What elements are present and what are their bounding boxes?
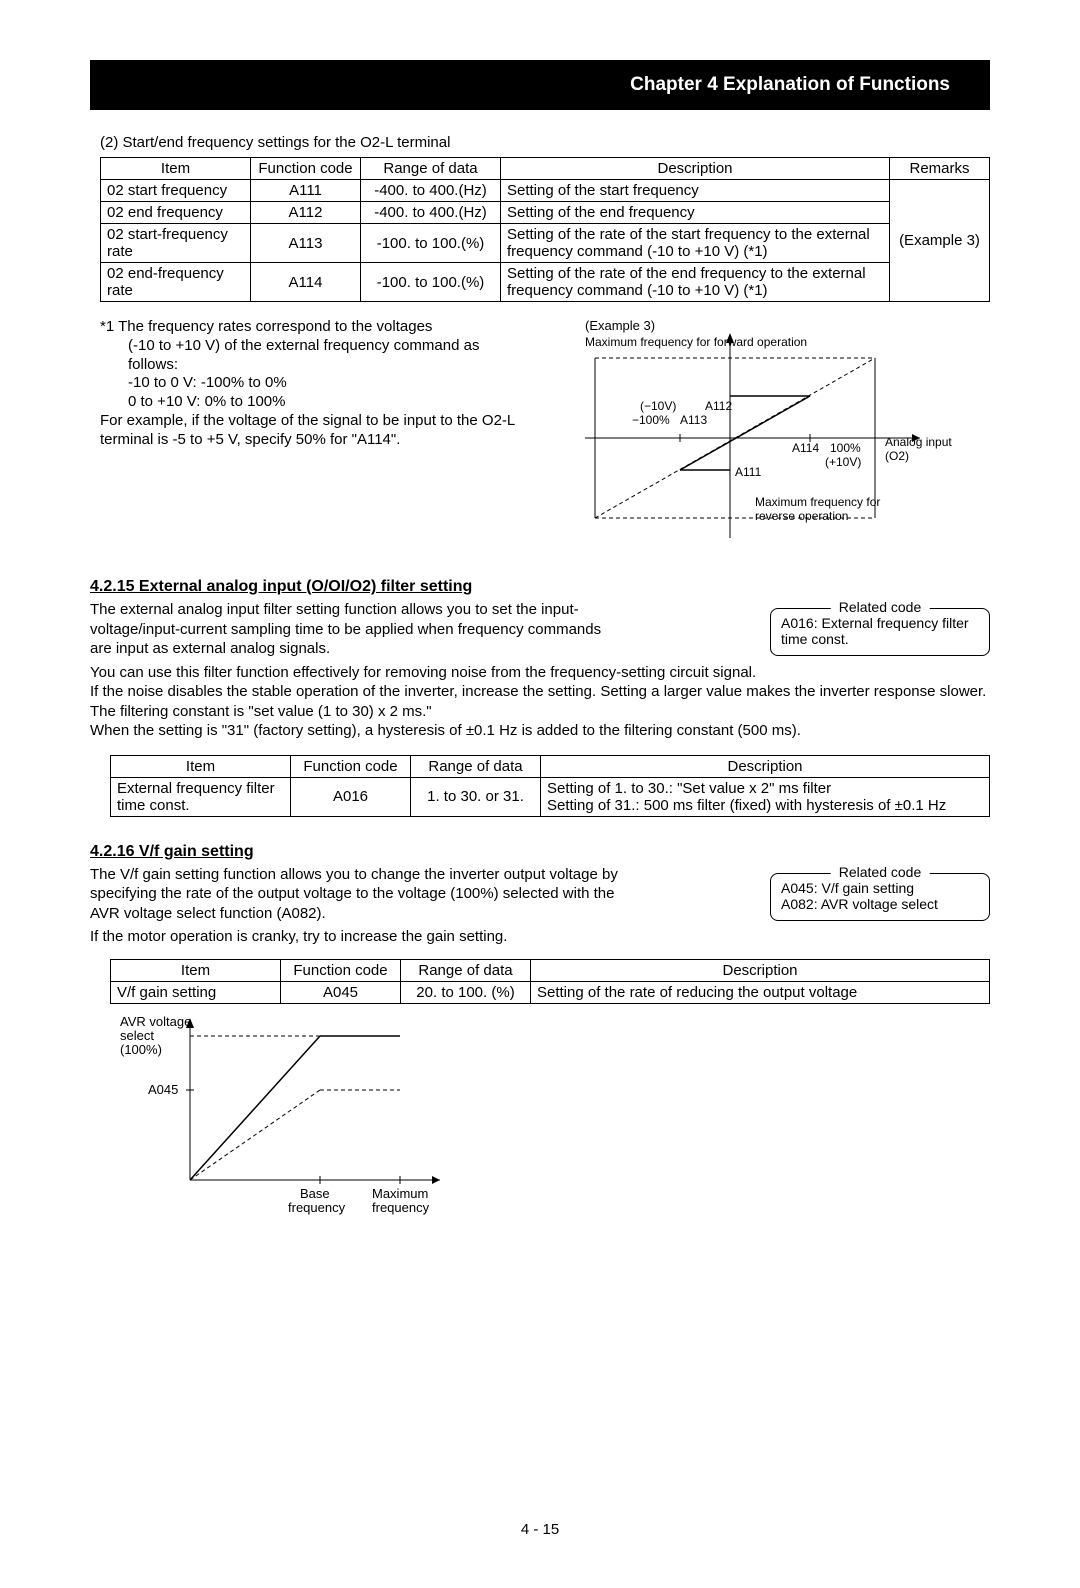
t3-h3: Description — [531, 959, 990, 981]
svg-text:100%: 100% — [830, 441, 861, 455]
related-line-2: A082: AVR voltage select — [781, 896, 979, 912]
svg-text:Maximum: Maximum — [372, 1186, 428, 1201]
t1-r1-code: A112 — [251, 202, 361, 224]
note1-l5: For example, if the voltage of the signa… — [100, 412, 530, 450]
svg-text:(+10V): (+10V) — [825, 455, 861, 469]
t1-r3-range: -100. to 100.(%) — [361, 263, 501, 302]
t2-item: External frequency filter time const. — [111, 777, 291, 816]
note1-l2: (-10 to +10 V) of the external frequency… — [128, 337, 530, 375]
table2: Item Function code Range of data Descrip… — [110, 755, 990, 817]
t2-h3: Description — [541, 755, 990, 777]
t2-h1: Function code — [291, 755, 411, 777]
svg-text:Analog input: Analog input — [885, 435, 952, 449]
svg-text:(100%): (100%) — [120, 1042, 162, 1057]
section2-p2: If the motor operation is cranky, try to… — [90, 927, 990, 947]
svg-text:(−10V): (−10V) — [640, 399, 676, 413]
svg-text:reverse operation: reverse operation — [755, 509, 848, 523]
svg-text:select: select — [120, 1028, 154, 1043]
svg-text:A111: A111 — [735, 465, 762, 479]
svg-text:−100%: −100% — [632, 413, 670, 427]
note1-l3: -10 to 0 V: -100% to 0% — [128, 374, 530, 393]
table3: Item Function code Range of data Descrip… — [110, 959, 990, 1004]
note1-l4: 0 to +10 V: 0% to 100% — [128, 393, 530, 412]
svg-text:Maximum frequency for forward: Maximum frequency for forward operation — [585, 335, 807, 349]
svg-text:A113: A113 — [680, 413, 707, 427]
t1-r1-range: -400. to 400.(Hz) — [361, 202, 501, 224]
svg-text:A045: A045 — [148, 1082, 178, 1097]
t1-r2-item: 02 start-frequency rate — [101, 224, 251, 263]
diagram1: (Example 3) Maximum frequency for forwar… — [530, 318, 980, 552]
section1-p2: You can use this filter function effecti… — [90, 663, 990, 683]
t1-remarks: (Example 3) — [890, 180, 990, 302]
svg-text:frequency: frequency — [288, 1200, 346, 1215]
t1-r0-desc: Setting of the start frequency — [501, 180, 890, 202]
t2-desc: Setting of 1. to 30.: "Set value x 2" ms… — [541, 777, 990, 816]
svg-text:(O2): (O2) — [885, 449, 909, 463]
table1: Item Function code Range of data Descrip… — [100, 157, 990, 302]
related-code-box-2: Related code A045: V/f gain setting A082… — [770, 873, 990, 921]
section1-p4: When the setting is "31" (factory settin… — [90, 721, 990, 741]
section1-p1: The external analog input filter setting… — [90, 601, 601, 657]
t3-h1: Function code — [281, 959, 401, 981]
section2-heading: 4.2.16 V/f gain setting — [90, 843, 990, 861]
t1-h-code: Function code — [251, 158, 361, 180]
page-number: 4 - 15 — [0, 1521, 1080, 1538]
t1-r2-desc: Setting of the rate of the start frequen… — [501, 224, 890, 263]
section1-heading: 4.2.15 External analog input (O/OI/O2) f… — [90, 578, 990, 596]
t3-range: 20. to 100. (%) — [401, 981, 531, 1003]
svg-text:(Example 3): (Example 3) — [585, 318, 655, 333]
related-line-1: A045: V/f gain setting — [781, 880, 979, 896]
t1-h-desc: Description — [501, 158, 890, 180]
t2-h2: Range of data — [411, 755, 541, 777]
svg-text:Base: Base — [300, 1186, 330, 1201]
t2-range: 1. to 30. or 31. — [411, 777, 541, 816]
t1-h-item: Item — [101, 158, 251, 180]
section1-p3: If the noise disables the stable operati… — [90, 682, 990, 721]
t3-item: V/f gain setting — [111, 981, 281, 1003]
related-label: Related code — [831, 599, 930, 615]
table1-caption: (2) Start/end frequency settings for the… — [100, 134, 990, 151]
t1-r2-code: A113 — [251, 224, 361, 263]
t3-code: A045 — [281, 981, 401, 1003]
svg-text:A112: A112 — [705, 399, 732, 413]
t2-h0: Item — [111, 755, 291, 777]
t1-r0-item: 02 start frequency — [101, 180, 251, 202]
page-header: Chapter 4 Explanation of Functions — [630, 74, 950, 96]
t1-r0-range: -400. to 400.(Hz) — [361, 180, 501, 202]
t1-r2-range: -100. to 100.(%) — [361, 224, 501, 263]
related-code-box-1: Related code A016: External frequency fi… — [770, 608, 990, 656]
t3-desc: Setting of the rate of reducing the outp… — [531, 981, 990, 1003]
t1-h-rem: Remarks — [890, 158, 990, 180]
t1-r1-desc: Setting of the end frequency — [501, 202, 890, 224]
diagram2: AVR voltage select (100%) A045 Base freq… — [120, 1010, 990, 1224]
t1-r0-code: A111 — [251, 180, 361, 202]
svg-text:frequency: frequency — [372, 1200, 430, 1215]
t1-r3-desc: Setting of the rate of the end frequency… — [501, 263, 890, 302]
note1: *1 The frequency rates correspond to the… — [100, 318, 530, 552]
section2-p1: The V/f gain setting function allows you… — [90, 865, 620, 924]
svg-text:A114: A114 — [792, 441, 819, 455]
t1-r3-item: 02 end-frequency rate — [101, 263, 251, 302]
t3-h0: Item — [111, 959, 281, 981]
related-label-2: Related code — [831, 864, 930, 880]
svg-text:AVR voltage: AVR voltage — [120, 1014, 191, 1029]
t2-code: A016 — [291, 777, 411, 816]
t1-h-range: Range of data — [361, 158, 501, 180]
t1-r3-code: A114 — [251, 263, 361, 302]
t1-r1-item: 02 end frequency — [101, 202, 251, 224]
svg-text:Maximum frequency for: Maximum frequency for — [755, 495, 880, 509]
related-line: A016: External frequency filter time con… — [781, 615, 979, 647]
note1-l1: *1 The frequency rates correspond to the… — [100, 318, 530, 337]
t3-h2: Range of data — [401, 959, 531, 981]
